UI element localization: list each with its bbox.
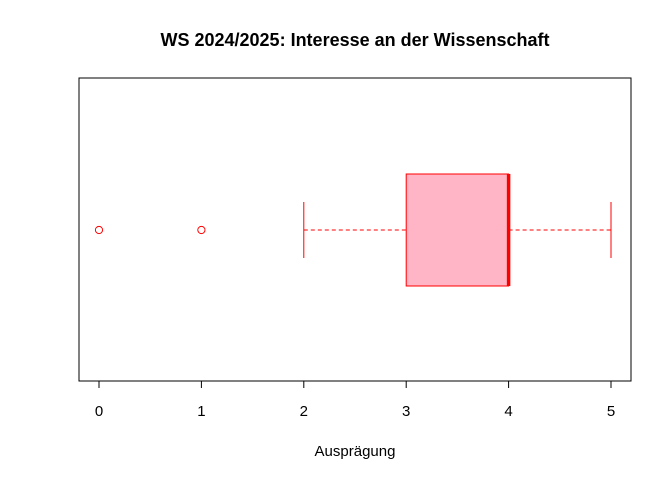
- box-group: [94, 173, 612, 287]
- x-tick-label: 3: [402, 403, 410, 420]
- x-axis: 0 1 2 3 4 5: [95, 380, 615, 420]
- x-tick-label: 0: [95, 403, 103, 420]
- x-tick-label: 4: [504, 403, 512, 420]
- outlier-point: [197, 225, 206, 235]
- x-axis-label: Ausprägung: [315, 443, 396, 460]
- interquartile-box: [405, 173, 510, 287]
- x-tick-label: 2: [300, 403, 308, 420]
- x-tick-label: 1: [197, 403, 205, 420]
- x-tick-label: 5: [607, 403, 615, 420]
- chart-title: WS 2024/2025: Interesse an der Wissensch…: [160, 30, 549, 50]
- outlier-point: [94, 225, 104, 235]
